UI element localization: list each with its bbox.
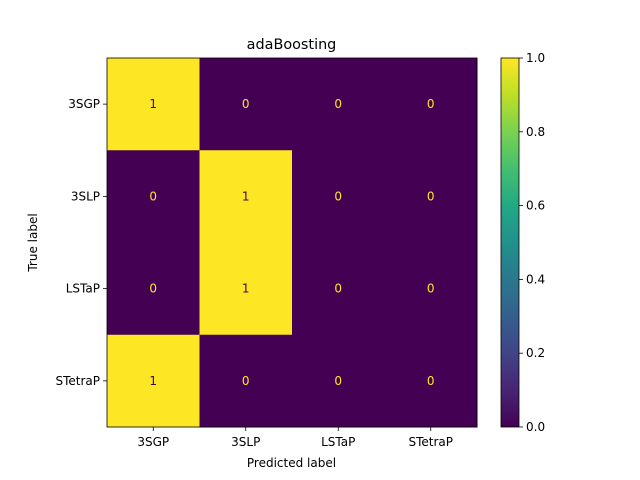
heatmap-cell: [199, 242, 293, 336]
cell-value-label: 0: [334, 282, 342, 296]
cell-value-label: 1: [149, 374, 157, 388]
colorbar-tick-label: 0.2: [526, 346, 545, 360]
heatmap-cell: [107, 242, 200, 336]
cell-value-label: 0: [427, 97, 435, 111]
cell-value-label: 0: [334, 374, 342, 388]
heatmap-cell: [384, 150, 478, 243]
heatmap-cell: [384, 58, 478, 151]
cell-value-label: 0: [334, 97, 342, 111]
heatmap-cell: [384, 242, 478, 336]
y-tick-label: LSTaP: [66, 282, 100, 296]
colorbar: [500, 57, 520, 428]
colorbar-tick-label: 0.4: [526, 272, 545, 286]
heatmap-cell: [384, 334, 478, 428]
x-tick-label: 3SGP: [137, 435, 169, 449]
cell-value-label: 1: [242, 189, 250, 203]
heatmap-cell: [107, 334, 200, 428]
x-tick-label: STetraP: [408, 435, 453, 449]
heatmap-cells: [107, 58, 478, 428]
colorbar-tick-label: 0.8: [526, 125, 545, 139]
heatmap-cell: [107, 58, 200, 151]
heatmap-cell: [292, 242, 385, 336]
y-axis-ticks: 3SGP 3SLP LSTaP STetraP: [55, 97, 107, 388]
cell-value-label: 0: [242, 97, 250, 111]
heatmap-cell: [292, 58, 385, 151]
heatmap-cell: [292, 150, 385, 243]
colorbar-ticks: 0.0 0.2 0.4 0.6 0.8 1.0: [519, 51, 545, 434]
heatmap-cell: [199, 150, 293, 243]
y-axis-label: True label: [26, 213, 40, 272]
cell-value-label: 0: [427, 189, 435, 203]
heatmap-cell: [107, 150, 200, 243]
heatmap-cell: [199, 58, 293, 151]
cell-value-label: 0: [427, 282, 435, 296]
y-tick-label: 3SLP: [71, 189, 100, 203]
x-axis-label: Predicted label: [247, 456, 336, 470]
heatmap-cell: [199, 334, 293, 428]
x-tick-label: LSTaP: [321, 435, 355, 449]
cell-value-label: 1: [242, 282, 250, 296]
x-axis-ticks: 3SGP 3SLP LSTaP STetraP: [137, 427, 453, 449]
cell-value-label: 0: [149, 282, 157, 296]
colorbar-tick-label: 0.0: [526, 420, 545, 434]
heatmap-cell-labels: 1 0 0 0 0 1 0 0 0 1 0 0 1 0 0 0: [149, 97, 434, 388]
cell-value-label: 0: [149, 189, 157, 203]
cell-value-label: 0: [334, 189, 342, 203]
heatmap-cell: [292, 334, 385, 428]
colorbar-tick-label: 0.6: [526, 199, 545, 213]
cell-value-label: 1: [149, 97, 157, 111]
chart-title: adaBoosting: [247, 37, 337, 53]
plot-frame: [106, 57, 478, 428]
cell-value-label: 0: [427, 374, 435, 388]
y-tick-label: STetraP: [55, 374, 100, 388]
cell-value-label: 0: [242, 374, 250, 388]
x-tick-label: 3SLP: [231, 435, 260, 449]
y-tick-label: 3SGP: [68, 97, 100, 111]
colorbar-tick-label: 1.0: [526, 51, 545, 65]
